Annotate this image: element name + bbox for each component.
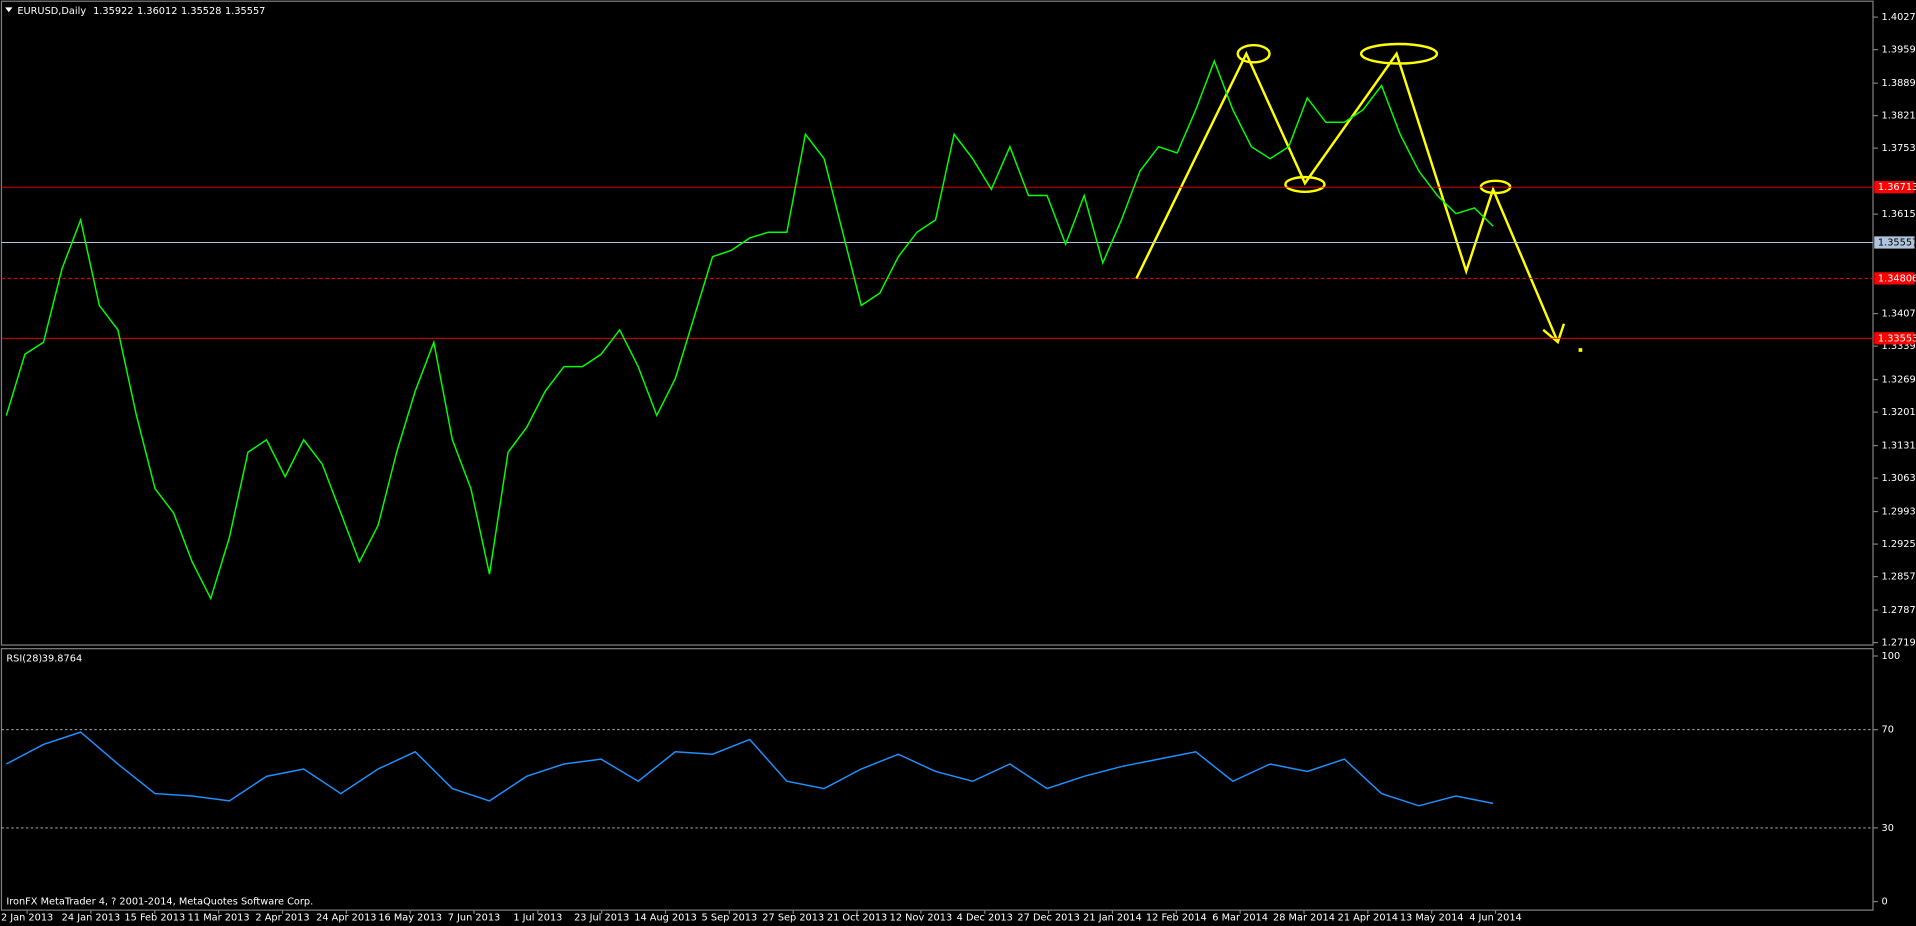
y-tick-label: 1.27870 — [1882, 605, 1916, 616]
x-tick-label: 13 May 2014 — [1400, 912, 1464, 923]
x-tick-label: 2 Apr 2013 — [255, 912, 309, 923]
y-tick-label: 1.34070 — [1882, 309, 1916, 320]
symbol-title: EURUSD,Daily — [17, 6, 86, 17]
level-label: 1.36713 — [1878, 182, 1916, 193]
y-tick-label: 0 — [1882, 897, 1888, 908]
y-tick-label: 1.32690 — [1882, 375, 1916, 386]
y-tick-label: 1.27190 — [1882, 638, 1916, 649]
y-tick-label: 1.38210 — [1882, 111, 1916, 122]
x-tick-label: 21 Jan 2014 — [1083, 912, 1142, 923]
price-line — [6, 731, 1494, 807]
ohlc-value: 1.35528 — [181, 6, 221, 17]
y-tick-label: 1.32010 — [1882, 407, 1916, 418]
rsi-panel — [0, 648, 1874, 911]
level-label-box — [1874, 332, 1915, 345]
level-label-box — [1874, 272, 1915, 285]
footer: IronFX MetaTrader 4, ? 2001-2014, MetaQu… — [6, 897, 313, 908]
y-tick-label: 100 — [1882, 651, 1901, 662]
x-tick-label: 12 Nov 2013 — [890, 912, 953, 923]
x-tick-label: 21 Apr 2014 — [1338, 912, 1398, 923]
y-tick-label: 1.36150 — [1882, 209, 1916, 220]
x-tick-label: 2 Jan 2013 — [1, 912, 53, 923]
menu-triangle — [5, 7, 13, 13]
x-tick-label: 27 Sep 2013 — [762, 912, 824, 923]
y-tick-label: 1.39590 — [1882, 45, 1916, 56]
x-tick-label: 12 Feb 2014 — [1146, 912, 1207, 923]
level-label-box — [1874, 181, 1915, 194]
price-panel — [0, 0, 1874, 646]
x-tick-label: 4 Dec 2013 — [957, 912, 1013, 923]
rsi-title: RSI(28) — [6, 653, 42, 664]
x-tick-label: 21 Oct 2013 — [827, 912, 887, 923]
x-tick-label: 4 Jun 2014 — [1469, 912, 1522, 923]
x-tick-label: 15 Feb 2013 — [124, 912, 185, 923]
y-tick-label: 1.33390 — [1882, 341, 1916, 352]
x-tick-label: 24 Apr 2013 — [316, 912, 376, 923]
x-tick-label: 7 Jun 2013 — [448, 912, 501, 923]
level-label: 1.34806 — [1878, 273, 1916, 284]
ohlc-value: 1.35557 — [225, 6, 265, 17]
x-tick-label: 16 May 2013 — [378, 912, 442, 923]
x-tick-label: 28 Mar 2014 — [1273, 912, 1335, 923]
ohlc-value: 1.36012 — [137, 6, 177, 17]
x-tick-label: 14 Aug 2013 — [634, 912, 697, 923]
y-tick-label: 1.28570 — [1882, 572, 1916, 583]
x-tick-label: 11 Mar 2013 — [188, 912, 250, 923]
y-tick-label: 1.31310 — [1882, 441, 1916, 452]
x-tick-label: 1 Jul 2013 — [513, 912, 562, 923]
x-tick-label: 27 Dec 2013 — [1017, 912, 1079, 923]
y-tick-label: 30 — [1882, 823, 1894, 834]
x-tick-label: 23 Jul 2013 — [574, 912, 629, 923]
y-tick-label: 1.37530 — [1882, 143, 1916, 154]
y-tick-label: 1.38890 — [1882, 78, 1916, 89]
annotation-dot — [1578, 348, 1583, 352]
level-label: 1.33553 — [1878, 333, 1916, 344]
x-tick-label: 5 Sep 2013 — [702, 912, 758, 923]
y-tick-label: 1.30630 — [1882, 473, 1916, 484]
level-label-box — [1874, 236, 1915, 249]
y-tick-label: 1.40270 — [1882, 12, 1916, 23]
x-tick-label: 6 Mar 2014 — [1212, 912, 1268, 923]
y-tick-label: 1.29250 — [1882, 539, 1916, 550]
price-line — [5, 59, 1494, 601]
ohlc-value: 1.35922 — [93, 6, 133, 17]
x-tick-label: 24 Jan 2013 — [62, 912, 121, 923]
y-tick-label: 70 — [1882, 725, 1894, 736]
rsi-value: 39.8764 — [42, 653, 82, 664]
y-tick-label: 1.29930 — [1882, 507, 1916, 518]
level-label: 1.35557 — [1878, 237, 1916, 248]
